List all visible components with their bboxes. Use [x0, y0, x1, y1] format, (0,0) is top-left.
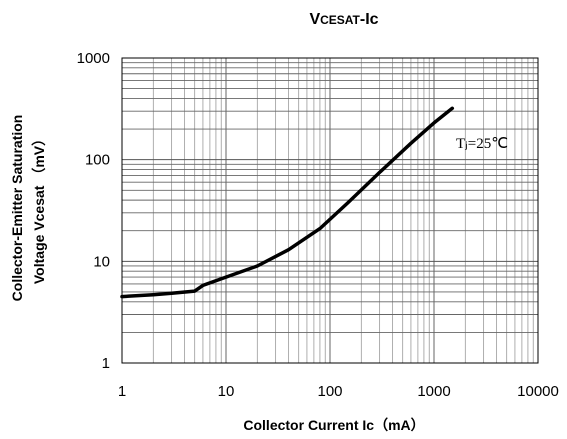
- y-tick-label: 100: [85, 152, 110, 169]
- series-line: [120, 106, 455, 299]
- chart-title-rest: -Ic: [360, 11, 379, 28]
- y-axis-label-line1: Collector-Emitter Saturation: [9, 115, 25, 302]
- chart-title-sub: CESAT: [320, 13, 360, 27]
- x-axis-label: Collector Current Ic（mA）: [243, 417, 424, 433]
- x-tick-label: 1: [118, 383, 126, 400]
- x-tick-label: 1000: [417, 383, 450, 400]
- y-axis-label-line2: Voltage Vcesat （mV）: [31, 132, 47, 284]
- x-tick-label: 100: [317, 383, 342, 400]
- grid: [121, 58, 538, 364]
- y-axis-label: Collector-Emitter Saturation Voltage Vce…: [9, 115, 47, 302]
- y-tick-label: 1000: [77, 50, 110, 67]
- temperature-annotation: Tⱼ=25℃: [456, 136, 508, 152]
- x-tick-label: 10000: [517, 383, 559, 400]
- x-tick-label: 10: [218, 383, 235, 400]
- chart-title: VCESAT-Ic: [309, 11, 378, 28]
- y-tick-label: 1: [102, 355, 110, 372]
- plot-frame: [121, 57, 539, 364]
- y-tick-label: 10: [93, 253, 110, 270]
- tick-labels: 1 10 100 1000 10000 1 10 100 1000: [77, 50, 559, 400]
- chart-title-main: V: [309, 11, 320, 28]
